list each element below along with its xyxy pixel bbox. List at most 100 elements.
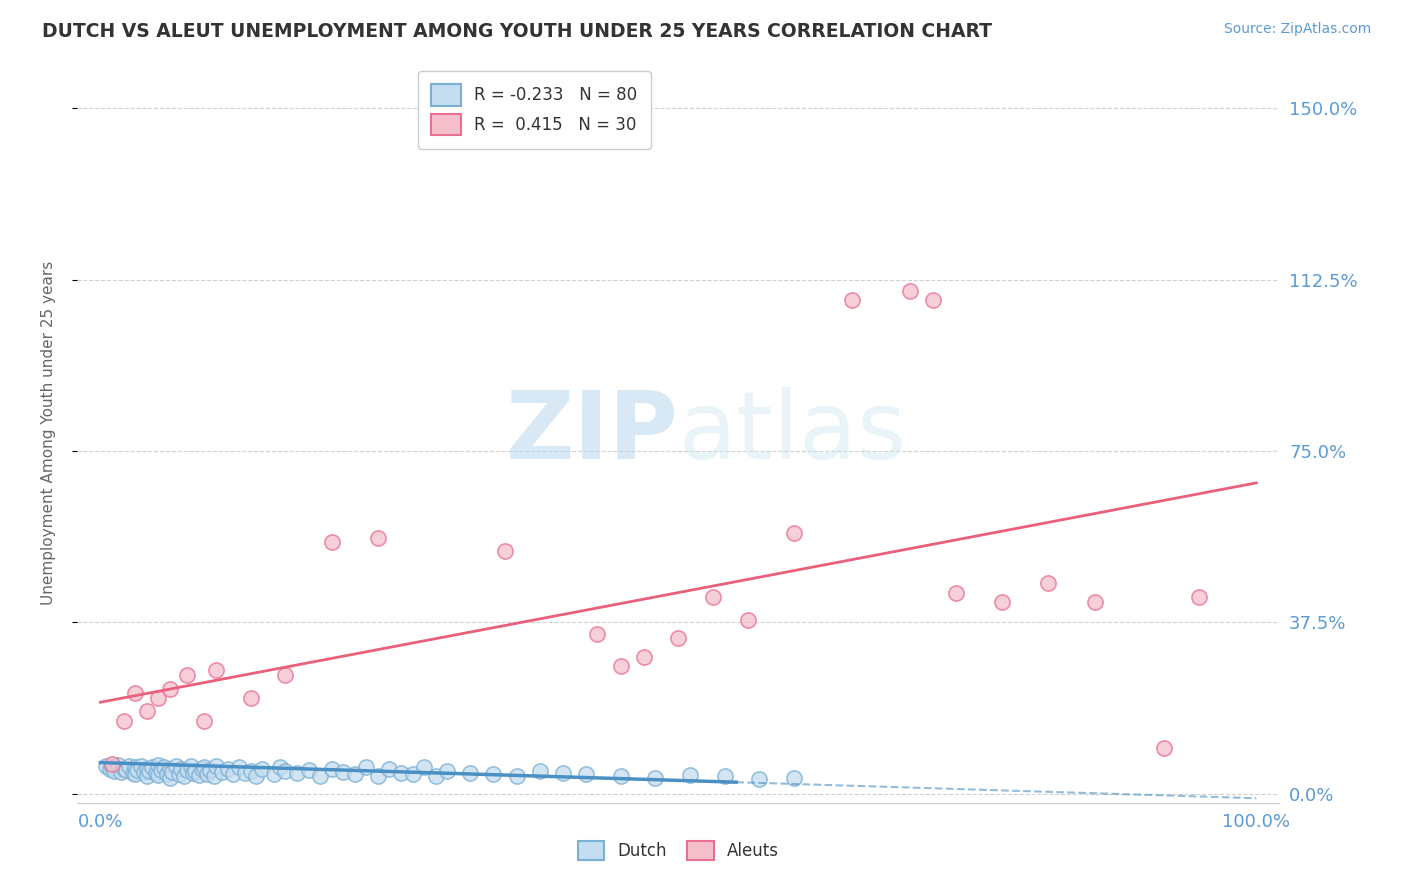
Point xyxy=(239,690,262,705)
Point xyxy=(200,763,222,777)
Point xyxy=(176,763,198,777)
Point xyxy=(115,763,138,777)
Point xyxy=(118,759,141,773)
Point xyxy=(274,764,297,778)
Point xyxy=(149,763,172,777)
Point xyxy=(159,681,181,696)
Point xyxy=(297,763,319,777)
Y-axis label: Unemployment Among Youth under 25 years: Unemployment Among Youth under 25 years xyxy=(42,260,56,605)
Point xyxy=(135,769,157,783)
Point xyxy=(193,760,215,774)
Point xyxy=(252,762,274,776)
Legend: Dutch, Aleuts: Dutch, Aleuts xyxy=(569,832,787,869)
Point xyxy=(101,760,124,774)
Text: DUTCH VS ALEUT UNEMPLOYMENT AMONG YOUTH UNDER 25 YEARS CORRELATION CHART: DUTCH VS ALEUT UNEMPLOYMENT AMONG YOUTH … xyxy=(42,22,993,41)
Point xyxy=(173,769,195,783)
Point xyxy=(181,766,204,780)
Point xyxy=(494,544,516,558)
Point xyxy=(679,768,702,782)
Point xyxy=(783,526,806,541)
Point xyxy=(124,760,146,774)
Point xyxy=(245,769,267,783)
Point xyxy=(285,766,308,780)
Point xyxy=(1038,576,1060,591)
Point xyxy=(145,766,167,780)
Point xyxy=(110,764,132,779)
Point xyxy=(195,767,218,781)
Point xyxy=(148,768,170,782)
Point xyxy=(356,760,378,774)
Point xyxy=(505,769,527,783)
Text: atlas: atlas xyxy=(679,386,907,479)
Point xyxy=(112,762,135,776)
Point xyxy=(202,769,225,783)
Point xyxy=(135,705,157,719)
Point xyxy=(343,767,366,781)
Point xyxy=(309,769,332,783)
Point xyxy=(184,764,207,778)
Point xyxy=(945,585,967,599)
Point xyxy=(367,531,389,545)
Point xyxy=(841,293,863,307)
Point xyxy=(148,690,170,705)
Point xyxy=(413,760,436,774)
Point xyxy=(96,759,118,773)
Point xyxy=(121,766,143,780)
Point xyxy=(425,769,447,783)
Point xyxy=(367,769,389,783)
Point xyxy=(644,771,666,785)
Point xyxy=(633,649,655,664)
Point xyxy=(191,762,214,776)
Point xyxy=(378,762,401,776)
Point xyxy=(211,764,233,779)
Point xyxy=(748,772,770,786)
Point xyxy=(159,771,181,785)
Point xyxy=(112,714,135,728)
Point xyxy=(1083,595,1105,609)
Point xyxy=(529,764,551,778)
Point xyxy=(98,762,121,776)
Point xyxy=(160,764,183,779)
Point xyxy=(156,766,179,780)
Point xyxy=(124,767,146,781)
Point xyxy=(401,767,423,781)
Point xyxy=(127,763,149,777)
Point xyxy=(233,766,256,780)
Point xyxy=(167,767,190,781)
Text: Source: ZipAtlas.com: Source: ZipAtlas.com xyxy=(1223,22,1371,37)
Point xyxy=(436,764,458,778)
Point xyxy=(129,759,152,773)
Point xyxy=(228,760,250,774)
Point xyxy=(1187,590,1209,604)
Point xyxy=(187,768,209,782)
Point xyxy=(180,759,202,773)
Point xyxy=(668,632,690,646)
Point xyxy=(586,626,609,640)
Point xyxy=(702,590,724,604)
Point xyxy=(1153,741,1175,756)
Point xyxy=(141,760,163,774)
Point xyxy=(222,767,245,781)
Point xyxy=(269,760,291,774)
Point xyxy=(107,758,129,772)
Point xyxy=(921,293,943,307)
Point xyxy=(991,595,1014,609)
Point xyxy=(737,613,759,627)
Point xyxy=(460,766,482,780)
Point xyxy=(101,756,124,771)
Point xyxy=(103,764,125,778)
Point xyxy=(713,769,735,783)
Point xyxy=(783,771,806,785)
Point xyxy=(159,762,181,776)
Point xyxy=(274,668,297,682)
Point xyxy=(263,767,285,781)
Point xyxy=(148,758,170,772)
Point xyxy=(135,762,157,776)
Point xyxy=(205,663,228,677)
Point xyxy=(138,764,160,778)
Point xyxy=(321,535,343,549)
Point xyxy=(482,767,505,781)
Point xyxy=(239,764,262,778)
Point xyxy=(551,766,574,780)
Point xyxy=(170,762,193,776)
